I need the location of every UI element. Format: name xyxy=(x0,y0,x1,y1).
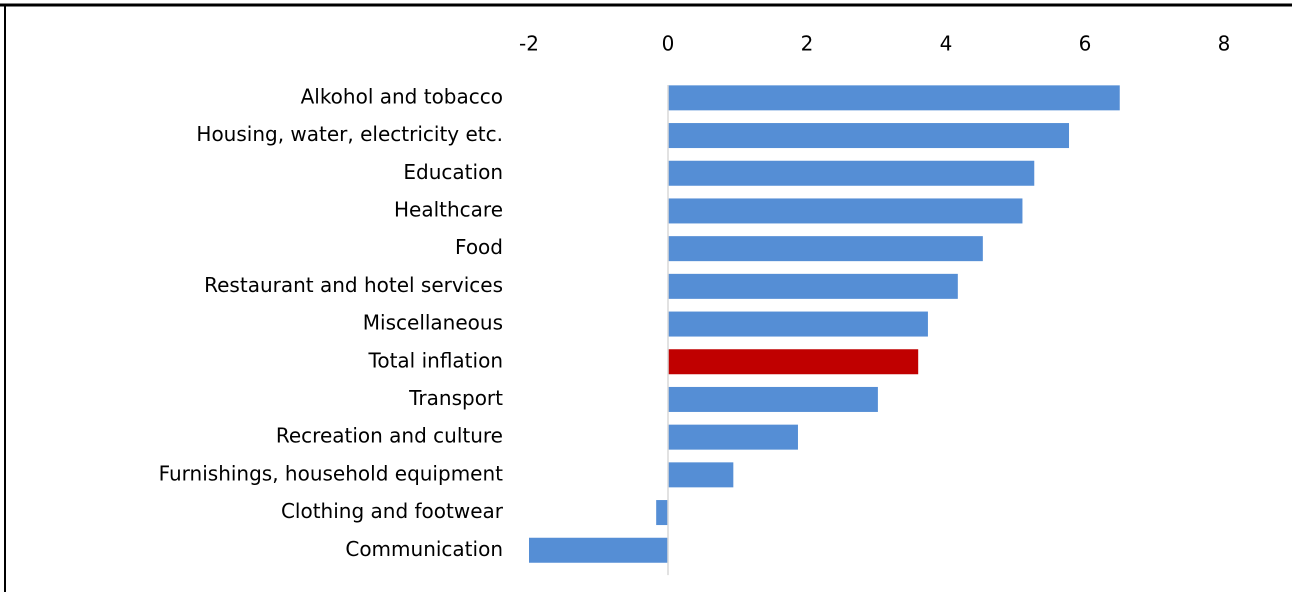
y-tick-label: Miscellaneous xyxy=(363,311,503,335)
y-tick-label: Transport xyxy=(408,386,503,410)
x-tick-label: 0 xyxy=(662,32,675,56)
bar xyxy=(668,236,983,262)
bar xyxy=(668,198,1023,224)
x-tick-label: 6 xyxy=(1079,32,1092,56)
x-tick-label: 2 xyxy=(801,32,814,56)
bar xyxy=(668,273,958,299)
x-tick-label: -2 xyxy=(519,32,539,56)
y-tick-label: Housing, water, electricity etc. xyxy=(196,122,503,146)
bar xyxy=(668,462,734,488)
x-tick-label: 8 xyxy=(1218,32,1231,56)
y-tick-label: Total inflation xyxy=(368,348,503,372)
bar xyxy=(668,424,798,450)
y-tick-label: Furnishings, household equipment xyxy=(159,461,504,485)
y-tick-label: Clothing and footwear xyxy=(281,499,504,523)
y-tick-label: Communication xyxy=(345,537,503,561)
bar xyxy=(668,85,1120,111)
y-tick-label: Education xyxy=(403,160,503,184)
bar xyxy=(668,349,919,375)
y-tick-label: Healthcare xyxy=(394,197,503,221)
y-tick-label: Restaurant and hotel services xyxy=(204,273,503,297)
y-tick-label: Food xyxy=(455,235,503,259)
bar xyxy=(668,386,878,412)
x-tick-label: 4 xyxy=(940,32,953,56)
y-tick-label: Recreation and culture xyxy=(276,424,503,448)
bar xyxy=(529,537,668,563)
bar xyxy=(656,500,668,526)
bar xyxy=(668,123,1070,149)
bar xyxy=(668,160,1035,186)
bar xyxy=(668,311,928,337)
y-tick-label: Alkohol and tobacco xyxy=(301,84,503,108)
